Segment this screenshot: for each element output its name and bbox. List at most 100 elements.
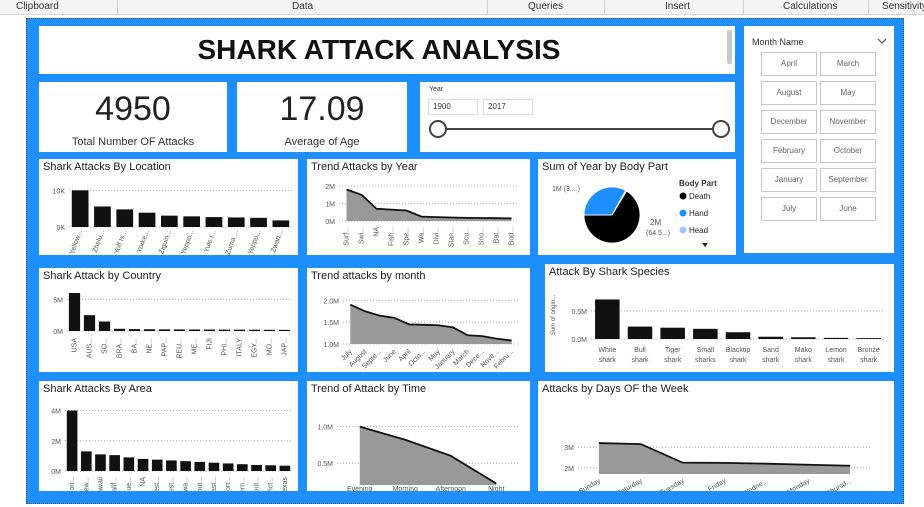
x-tick-label: NA xyxy=(140,477,147,487)
chart-country: Shark Attack by Country 5M 0M USA AUS... SO.… xyxy=(39,268,298,372)
bar xyxy=(80,451,92,471)
x-tick-label: shark xyxy=(762,357,780,364)
series-line xyxy=(598,442,851,467)
area-fill xyxy=(359,426,497,485)
y-tick-label: 0.0M xyxy=(571,337,587,344)
bar xyxy=(263,329,276,331)
ribbon-separator xyxy=(604,0,605,14)
ribbon-data[interactable]: Data xyxy=(292,1,314,12)
chart-area-title: Shark Attacks By Area xyxy=(43,383,152,395)
month-option-april[interactable]: April xyxy=(761,52,817,76)
x-tick-label: Bronze xyxy=(858,347,880,354)
bar xyxy=(109,455,120,471)
year-start-input[interactable]: 1900 xyxy=(428,99,478,115)
y-tick-label: 0.5M xyxy=(317,461,333,468)
bar xyxy=(693,328,718,339)
bar xyxy=(218,329,231,331)
bar xyxy=(66,410,78,471)
series-line xyxy=(349,303,512,342)
bar xyxy=(71,190,89,227)
month-option-july[interactable]: July xyxy=(761,197,817,221)
y-tick-label: 10K xyxy=(53,188,66,195)
bar xyxy=(83,315,96,331)
x-tick-label: Fish... xyxy=(389,227,396,246)
x-tick-label: June xyxy=(382,348,398,364)
bar xyxy=(116,209,134,227)
chart-trend-month-title: Trend attacks by month xyxy=(311,270,426,282)
x-tick-label: Stan... xyxy=(449,227,456,247)
area-fill xyxy=(346,189,512,221)
ribbon-queries[interactable]: Queries xyxy=(528,1,564,12)
x-tick-label: Friday xyxy=(707,477,728,491)
y-axis-label: Sum of origin... xyxy=(551,294,557,335)
x-tick-label: White xyxy=(598,347,616,354)
x-tick-label: Spe... xyxy=(404,227,411,245)
y-tick-label: 2M xyxy=(51,439,61,446)
kpi-average-age: 17.09 Average of Age xyxy=(237,82,407,152)
y-tick-label: 1.5M xyxy=(323,320,339,327)
bar xyxy=(94,206,111,227)
year-end-input[interactable]: 2017 xyxy=(483,99,533,115)
month-option-may[interactable]: May xyxy=(820,81,876,105)
month-option-march[interactable]: March xyxy=(820,52,876,76)
ribbon-separator xyxy=(487,0,488,14)
y-tick-label: 1M xyxy=(325,202,335,209)
chart-location: Shark Attacks By Location 10K 0K Yellow...… xyxy=(39,159,298,255)
legend-marker xyxy=(679,192,687,200)
kpi-average-age-label: Average of Age xyxy=(284,136,360,148)
month-option-february[interactable]: February xyxy=(761,139,817,163)
chevron-down-icon[interactable] xyxy=(877,38,887,46)
x-tick-label: USA xyxy=(72,338,79,353)
month-option-november[interactable]: November xyxy=(820,110,876,134)
ribbon-sensitivity[interactable]: Sensitivity xyxy=(882,1,924,12)
y-tick-label: 0.5M xyxy=(571,309,587,316)
chart-body-part: Sum of Year by Body Part 1M (3....) 2M (64… xyxy=(538,159,736,255)
x-tick-label: NA xyxy=(374,227,381,237)
kpi-average-age-value: 17.09 xyxy=(279,90,365,128)
month-option-january[interactable]: January xyxy=(761,168,817,192)
y-tick-label: 0M xyxy=(51,469,61,476)
x-tick-label: Saturday xyxy=(616,477,644,491)
bar xyxy=(856,338,881,339)
month-option-august[interactable]: August xyxy=(761,81,817,105)
ribbon-insert[interactable]: Insert xyxy=(665,1,691,12)
bar xyxy=(823,337,849,339)
x-tick-label: Yeppo... xyxy=(247,229,262,255)
pie-data-label: 2M xyxy=(650,218,661,227)
x-tick-label: Bod... xyxy=(509,227,516,245)
month-option-october[interactable]: October xyxy=(820,139,876,163)
title-scrollbar[interactable] xyxy=(727,30,732,64)
x-tick-label: Wa... xyxy=(419,227,426,243)
x-tick-label: JAP... xyxy=(282,338,289,356)
y-tick-label: 1.0M xyxy=(323,342,339,349)
y-tick-label: 0M xyxy=(53,329,63,336)
month-option-september[interactable]: September xyxy=(820,168,876,192)
x-tick-label: sharks xyxy=(695,357,716,364)
bar xyxy=(95,454,106,471)
x-tick-label: Que... xyxy=(126,477,133,491)
bar xyxy=(227,217,245,227)
bar xyxy=(151,459,163,471)
year-slider-start-handle[interactable] xyxy=(429,120,447,138)
ribbon-clipboard[interactable]: Clipboard xyxy=(16,1,59,12)
bar xyxy=(98,321,111,331)
y-tick-label: 4M xyxy=(51,409,61,416)
year-slider-track xyxy=(437,128,721,130)
x-tick-label: shark xyxy=(631,357,649,364)
ribbon-calculations[interactable]: Calculations xyxy=(783,1,838,12)
month-option-june[interactable]: June xyxy=(820,197,876,221)
chart-body-part-title: Sum of Year by Body Part xyxy=(542,161,668,173)
x-tick-label: shark xyxy=(827,357,845,364)
chart-country-title: Shark Attack by Country xyxy=(43,270,161,282)
x-tick-label: FIJI xyxy=(207,338,214,350)
bar xyxy=(272,220,290,227)
x-tick-label: Tuesday xyxy=(659,477,686,491)
year-slider-end-handle[interactable] xyxy=(712,120,730,138)
x-tick-label: East... xyxy=(211,477,218,491)
kpi-total-attacks-label: Total Number OF Attacks xyxy=(71,136,195,148)
x-tick-label: PHI... xyxy=(222,338,229,356)
ribbon-separator xyxy=(117,0,118,14)
month-option-december[interactable]: December xyxy=(761,110,817,134)
x-tick-label: Sno... xyxy=(479,227,486,245)
pie-slice xyxy=(583,186,627,216)
